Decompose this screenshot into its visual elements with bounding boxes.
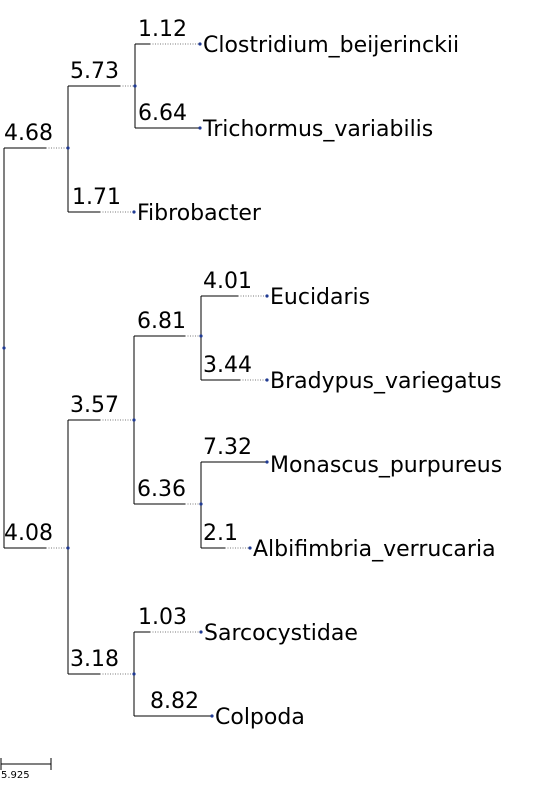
leaf-node: [198, 42, 202, 46]
node-sar-col: [132, 672, 136, 676]
leaf-node: [132, 210, 136, 214]
branch-length-label: 3.57: [70, 393, 119, 418]
leaf-node: [199, 630, 203, 634]
leaf-label: Fibrobacter: [137, 201, 262, 226]
leaf-label: Monascus_purpureus: [270, 453, 502, 478]
leaf-node: [198, 126, 202, 130]
leaf-node: [248, 546, 252, 550]
branch-length-label: 1.12: [138, 17, 187, 42]
leaf-label: Sarcocystidae: [204, 621, 358, 646]
branch-length-label: 6.81: [137, 309, 186, 334]
leaf-node: [210, 714, 214, 718]
node-upper: [66, 146, 70, 150]
tree-nodes: [2, 42, 269, 718]
node-mon-alb: [199, 502, 203, 506]
scale-bar: 5.925: [0, 758, 52, 781]
branch-length-label: 6.64: [138, 101, 187, 126]
branch-length-label: 7.32: [203, 435, 252, 460]
leaf-label: Bradypus_variegatus: [270, 369, 502, 394]
leaf-label: Clostridium_beijerinckii: [203, 33, 459, 58]
leaf-label: Trichormus_variabilis: [202, 117, 433, 142]
branch-length-label: 4.08: [4, 521, 53, 546]
branch-length-labels: 4.68 5.73 1.12 6.64 1.71 3.57 6.81 4.01 …: [4, 17, 252, 714]
node-lower: [66, 546, 70, 550]
branch-length-label: 5.73: [70, 59, 119, 84]
scale-bar-label: 5.925: [1, 770, 30, 781]
leaf-node: [265, 294, 269, 298]
branch-length-label: 8.82: [150, 689, 199, 714]
leaf-label: Albifimbria_verrucaria: [253, 537, 496, 562]
leaf-node: [265, 460, 269, 464]
branch-length-label: 6.36: [137, 477, 186, 502]
branch-length-label: 1.71: [72, 185, 121, 210]
root-node: [2, 346, 6, 350]
branch-length-label: 4.01: [203, 269, 252, 294]
node-clos-trich: [133, 84, 137, 88]
branch-length-label: 1.03: [138, 605, 187, 630]
branch-length-label: 2.1: [203, 521, 238, 546]
branch-length-label: 3.44: [203, 353, 252, 378]
leaf-labels: Clostridium_beijerinckii Trichormus_vari…: [137, 33, 502, 730]
branch-length-label: 3.18: [70, 647, 119, 672]
leaf-node: [265, 378, 269, 382]
leaf-label: Colpoda: [215, 705, 305, 730]
branch-length-label: 4.68: [4, 121, 53, 146]
node-euc-brad: [199, 334, 203, 338]
leaf-label: Eucidaris: [270, 285, 370, 310]
node-mid: [132, 418, 136, 422]
